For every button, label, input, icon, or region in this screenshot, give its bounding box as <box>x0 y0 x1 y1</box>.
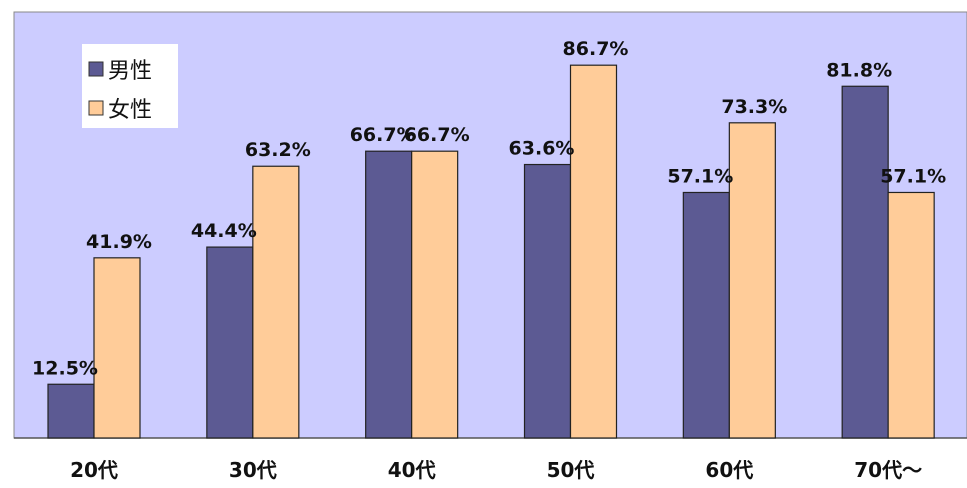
category-label-0: 20代 <box>70 458 118 482</box>
category-label-1: 30代 <box>229 458 277 482</box>
category-label-2: 40代 <box>388 458 436 482</box>
data-label-female-2: 66.7% <box>404 124 470 146</box>
data-label-male-3: 63.6% <box>509 138 575 160</box>
data-label-female-5: 57.1% <box>880 165 946 187</box>
bars-group <box>47 64 935 439</box>
bar-female-0 <box>93 257 141 439</box>
data-label-female-3: 86.7% <box>563 38 629 60</box>
data-labels-group: 12.5% 41.9% 44.4% 63.2% 66.7%66.7% 63.6% 86.7%… <box>32 38 946 379</box>
bar-male-4 <box>682 191 730 439</box>
data-label-female-4: 73.3% <box>721 96 787 118</box>
data-label-female-0: 41.9% <box>86 231 152 253</box>
bar-male-2 <box>365 150 413 439</box>
category-label-5: 70代～ <box>854 458 922 482</box>
data-label-male-4: 57.1% <box>667 165 733 187</box>
bar-male-0 <box>47 383 95 439</box>
legend-label-male: 男性 <box>108 59 152 84</box>
data-label-male-2: 66.7% <box>350 124 416 146</box>
data-label-male-5: 81.8% <box>826 59 892 81</box>
data-label-female-1: 63.2% <box>245 139 311 161</box>
data-label-male-0: 12.5% <box>32 357 98 379</box>
category-label-3: 50代 <box>547 458 595 482</box>
bar-female-2 <box>411 150 459 439</box>
legend-swatch-male <box>88 61 104 77</box>
bar-male-5 <box>841 85 889 439</box>
legend: 男性 女性 <box>82 44 178 128</box>
bar-female-1 <box>252 165 300 439</box>
legend-swatch-female <box>88 100 104 116</box>
bar-female-5 <box>887 191 935 439</box>
bar-male-3 <box>523 163 572 439</box>
bar-female-4 <box>728 122 776 439</box>
legend-label-female: 女性 <box>108 98 152 123</box>
category-labels-group: 20代 30代 40代 50代 60代 70代～ <box>70 458 922 482</box>
bar-male-1 <box>206 246 254 439</box>
data-label-male-1: 44.4% <box>191 220 257 242</box>
category-label-4: 60代 <box>705 458 753 482</box>
bar-female-3 <box>569 64 618 439</box>
